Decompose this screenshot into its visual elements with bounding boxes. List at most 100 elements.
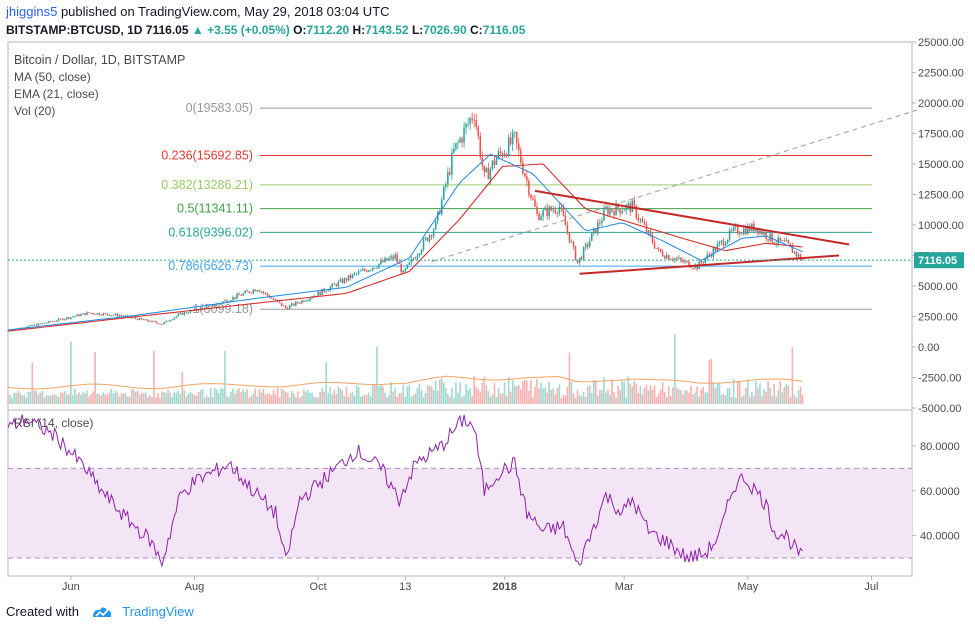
volume-bar	[374, 384, 376, 404]
volume-bar	[676, 387, 678, 404]
volume-bar	[9, 394, 11, 404]
candle-body	[657, 248, 660, 250]
candle-body	[586, 244, 589, 247]
volume-bar	[430, 386, 433, 404]
volume-bar	[329, 387, 332, 404]
candle-body	[619, 209, 621, 214]
resistance-trendline[interactable]	[534, 189, 850, 246]
candle-body	[102, 313, 105, 316]
tradingview-link[interactable]: TradingView	[122, 604, 194, 619]
candle-body	[70, 317, 72, 319]
candle-body	[167, 320, 169, 322]
volume-bar	[17, 390, 19, 404]
volume-bar	[696, 386, 698, 404]
volume-bar	[341, 390, 344, 404]
candle-body	[692, 267, 694, 269]
volume-bar	[572, 393, 575, 404]
volume-bar	[49, 395, 52, 404]
volume-bar	[659, 389, 662, 404]
tradingview-logo-icon[interactable]	[91, 605, 113, 619]
support-trendline[interactable]	[579, 254, 840, 275]
candle-body	[528, 180, 530, 195]
volume-bar	[122, 393, 125, 404]
volume-bar	[149, 395, 151, 404]
volume-bar	[382, 386, 384, 404]
y-tick-label: 17500.00	[918, 129, 964, 141]
candle-body	[471, 118, 473, 120]
candle-body	[536, 206, 538, 214]
volume-bar	[678, 389, 680, 404]
candle-body	[661, 251, 664, 257]
volume-bar	[290, 391, 293, 404]
candle-body	[582, 247, 585, 260]
volume-bar	[631, 386, 634, 404]
volume-bar	[181, 371, 184, 404]
volume-bar	[477, 388, 480, 404]
volume-bar	[586, 386, 589, 404]
candle-body	[376, 267, 378, 269]
candle-body	[730, 230, 733, 231]
candle-body	[191, 310, 194, 312]
candle-body	[43, 323, 46, 324]
volume-bar	[244, 391, 246, 404]
volume-bar	[560, 397, 563, 404]
volume-bar	[765, 391, 767, 404]
y-tick-label: 12500.00	[918, 190, 964, 202]
candle-body	[82, 313, 84, 315]
publish-line: jhiggins5 published on TradingView.com, …	[6, 4, 390, 19]
candle-body	[568, 232, 571, 243]
volume-bar	[315, 397, 317, 404]
volume-bar	[153, 350, 155, 404]
volume-bar	[347, 396, 350, 404]
volume-bar	[740, 396, 743, 404]
candle-body	[392, 256, 394, 259]
volume-bar	[491, 393, 494, 404]
author-link[interactable]: jhiggins5	[6, 4, 58, 19]
candle-body	[293, 303, 295, 306]
volume-bar	[74, 389, 76, 404]
candle-body	[708, 254, 711, 256]
volume-bar	[722, 393, 725, 404]
candle-body	[728, 230, 731, 240]
open-label: O:	[293, 23, 307, 37]
volume-bar	[357, 387, 360, 404]
candle-body	[396, 254, 398, 262]
volume-bar	[465, 384, 467, 404]
candle-body	[355, 273, 358, 275]
candle-body	[761, 230, 763, 235]
volume-bar	[645, 384, 648, 404]
volume-bar	[349, 393, 352, 404]
volume-bar	[601, 389, 603, 404]
rsi-legend[interactable]: RSI (14, close)	[14, 416, 94, 430]
ema-legend[interactable]: EMA (21, close)	[14, 87, 99, 101]
candle-body	[742, 228, 745, 234]
change-value: ▲ +3.55 (+0.05%)	[191, 23, 290, 37]
volume-bar	[13, 392, 15, 404]
candle-body	[53, 321, 56, 323]
volume-bar	[432, 390, 435, 404]
volume-bar	[426, 385, 429, 404]
volume-bar	[35, 390, 38, 404]
volume-bar	[274, 394, 277, 404]
candle-body	[572, 241, 575, 247]
candle-body	[740, 233, 743, 235]
candle-body	[526, 176, 528, 181]
candle-body	[479, 136, 482, 158]
candle-body	[357, 271, 360, 274]
volume-bar	[226, 395, 228, 404]
volume-bar	[21, 395, 23, 404]
chart-canvas[interactable]: 0(19583.05) 0.236(15692.85) 0.382(13286.21…	[0, 38, 975, 598]
volume-bar	[566, 386, 569, 404]
candle-body	[404, 268, 407, 271]
candle-body	[562, 207, 565, 216]
candle-body	[359, 270, 362, 272]
candle-body	[578, 257, 581, 263]
volume-bar	[126, 396, 129, 404]
fib-level-label: 0.618(9396.02)	[168, 225, 253, 239]
candle-body	[295, 301, 297, 306]
vol-legend[interactable]: Vol (20)	[14, 104, 56, 118]
ma-legend[interactable]: MA (50, close)	[14, 70, 91, 84]
volume-bar	[550, 389, 553, 404]
candle-body	[451, 152, 453, 175]
fib-level-label: 0.236(15692.85)	[161, 149, 253, 163]
